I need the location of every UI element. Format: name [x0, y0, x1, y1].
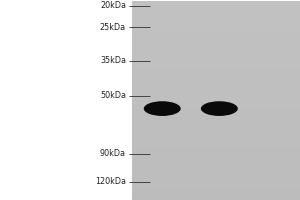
- Text: 120kDa: 120kDa: [95, 177, 126, 186]
- Text: 50kDa: 50kDa: [100, 91, 126, 100]
- Text: 25kDa: 25kDa: [100, 23, 126, 32]
- Text: 20kDa: 20kDa: [100, 1, 126, 10]
- Text: 90kDa: 90kDa: [100, 149, 126, 158]
- Text: 35kDa: 35kDa: [100, 56, 126, 65]
